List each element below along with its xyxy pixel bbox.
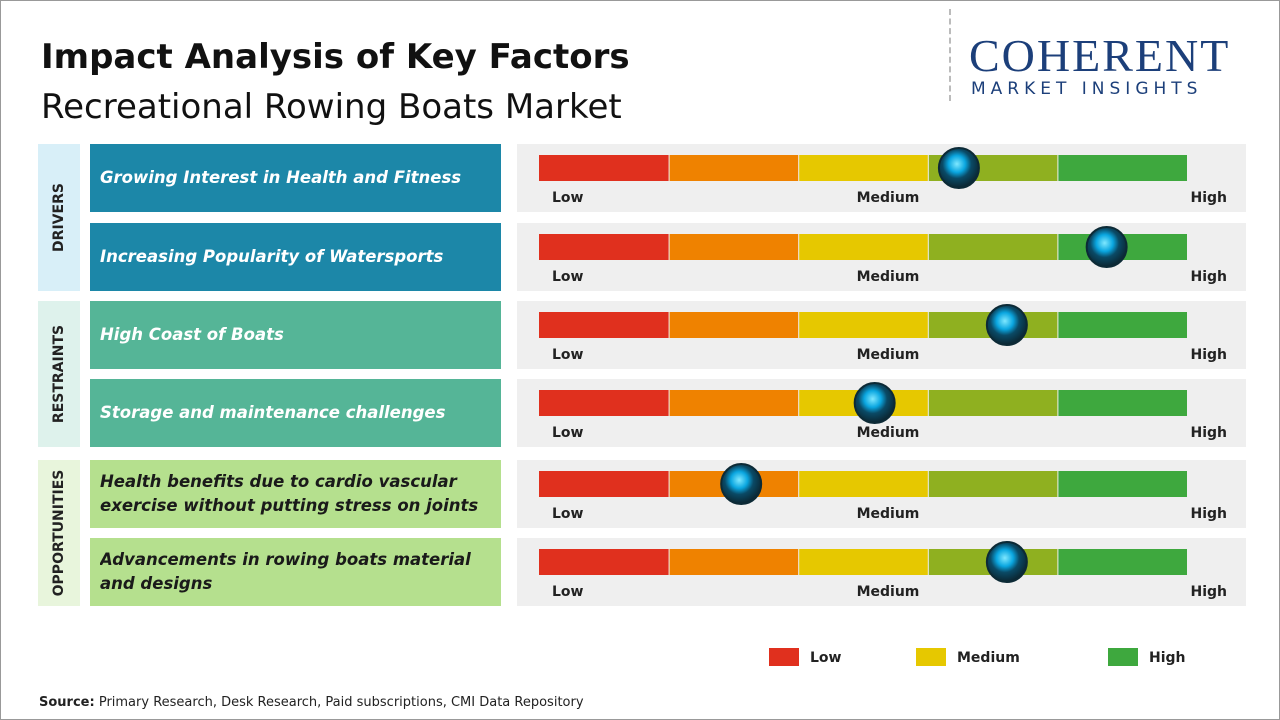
scale-label: High <box>1190 269 1227 285</box>
scale-label: Low <box>552 584 584 600</box>
scale-label: High <box>1190 584 1227 600</box>
scale-label: Medium <box>857 584 920 600</box>
factor-label: Growing Interest in Health and Fitness <box>100 168 462 187</box>
factor-label: Storage and maintenance challenges <box>100 403 446 422</box>
gauge-segment <box>799 312 928 338</box>
gauge-segment <box>1058 390 1187 416</box>
gauge-segment <box>928 390 1058 416</box>
gauge-segment <box>1058 155 1187 181</box>
group-label: OPPORTUNITIES <box>51 470 67 597</box>
gauge-segment <box>1058 549 1187 575</box>
gauge-segment <box>799 549 928 575</box>
factor-box <box>90 460 501 528</box>
legend-swatch <box>1108 648 1138 666</box>
factor-box <box>90 144 501 212</box>
gauge-segment <box>539 155 669 181</box>
legend-swatch <box>769 648 799 666</box>
group-label: RESTRAINTS <box>51 325 67 423</box>
gauge-segment <box>928 234 1058 260</box>
logo-name: COHERENT <box>969 30 1231 81</box>
gauge-segment <box>799 471 928 497</box>
factor-holder: Growing Interest in Health and Fitness <box>100 168 462 187</box>
gauge-segment <box>1058 471 1187 497</box>
gauge-segment <box>669 234 799 260</box>
logo-tagline: MARKET INSIGHTS <box>971 79 1203 99</box>
knob <box>720 463 763 505</box>
scale-label: Low <box>552 269 584 285</box>
knob <box>1085 226 1128 268</box>
factor-holder: Advancements in rowing boats material an… <box>100 550 471 593</box>
scale-label: Medium <box>857 506 920 522</box>
gauge-segment <box>669 155 799 181</box>
factor-box <box>90 379 501 447</box>
scale-label: High <box>1190 347 1227 363</box>
scale-label: Medium <box>857 347 920 363</box>
scale-label: High <box>1190 190 1227 206</box>
group-band <box>38 301 80 447</box>
legend-label: Low <box>810 650 842 666</box>
gauge-segment <box>799 155 928 181</box>
scale-label: Low <box>552 506 584 522</box>
divider <box>949 9 951 101</box>
factor-label: Advancements in rowing boats material an… <box>100 550 471 593</box>
knob <box>985 541 1028 583</box>
legend-swatch <box>916 648 946 666</box>
scale-label: Medium <box>857 269 920 285</box>
factor-label: Increasing Popularity of Watersports <box>100 247 444 266</box>
source-label: Source: <box>39 695 95 710</box>
gauge-segment <box>539 234 669 260</box>
gauge-segment <box>539 312 669 338</box>
factor-label: Health benefits due to cardio vascular e… <box>100 472 479 515</box>
factor-holder: Storage and maintenance challenges <box>100 403 446 422</box>
legend-label: Medium <box>957 650 1020 666</box>
gauge-segment <box>539 390 669 416</box>
scale-label: Medium <box>857 425 920 441</box>
gauge-segment <box>1058 312 1187 338</box>
title: Impact Analysis of Key Factors <box>41 37 630 77</box>
factor-holder: Increasing Popularity of Watersports <box>100 247 444 266</box>
gauge-segment <box>539 549 669 575</box>
factor-holder: High Coast of Boats <box>100 325 284 344</box>
gauge-segment <box>539 471 669 497</box>
source-text: Primary Research, Desk Research, Paid su… <box>98 695 584 710</box>
knob <box>985 304 1028 346</box>
scale-label: Medium <box>857 190 920 206</box>
subtitle: Recreational Rowing Boats Market <box>41 87 622 127</box>
factor-box <box>90 223 501 291</box>
scale-label: High <box>1190 506 1227 522</box>
factor-label: High Coast of Boats <box>100 325 284 344</box>
factor-box <box>90 538 501 606</box>
factor-holder: Health benefits due to cardio vascular e… <box>100 472 479 515</box>
gauge-segment <box>669 312 799 338</box>
factor-box <box>90 301 501 369</box>
gauge-segment <box>669 549 799 575</box>
gauge-segment <box>669 390 799 416</box>
group-band <box>38 460 80 606</box>
group-band <box>38 144 80 291</box>
legend-label: High <box>1149 650 1186 666</box>
source: Source: Primary Research, Desk Research,… <box>39 695 584 710</box>
knob <box>937 147 980 189</box>
knob <box>853 382 896 424</box>
scale-label: Low <box>552 347 584 363</box>
scale-label: High <box>1190 425 1227 441</box>
gauge-segment <box>799 234 928 260</box>
scale-label: Low <box>552 425 584 441</box>
group-label: DRIVERS <box>51 183 67 252</box>
scale-label: Low <box>552 190 584 206</box>
gauge-segment <box>928 471 1058 497</box>
